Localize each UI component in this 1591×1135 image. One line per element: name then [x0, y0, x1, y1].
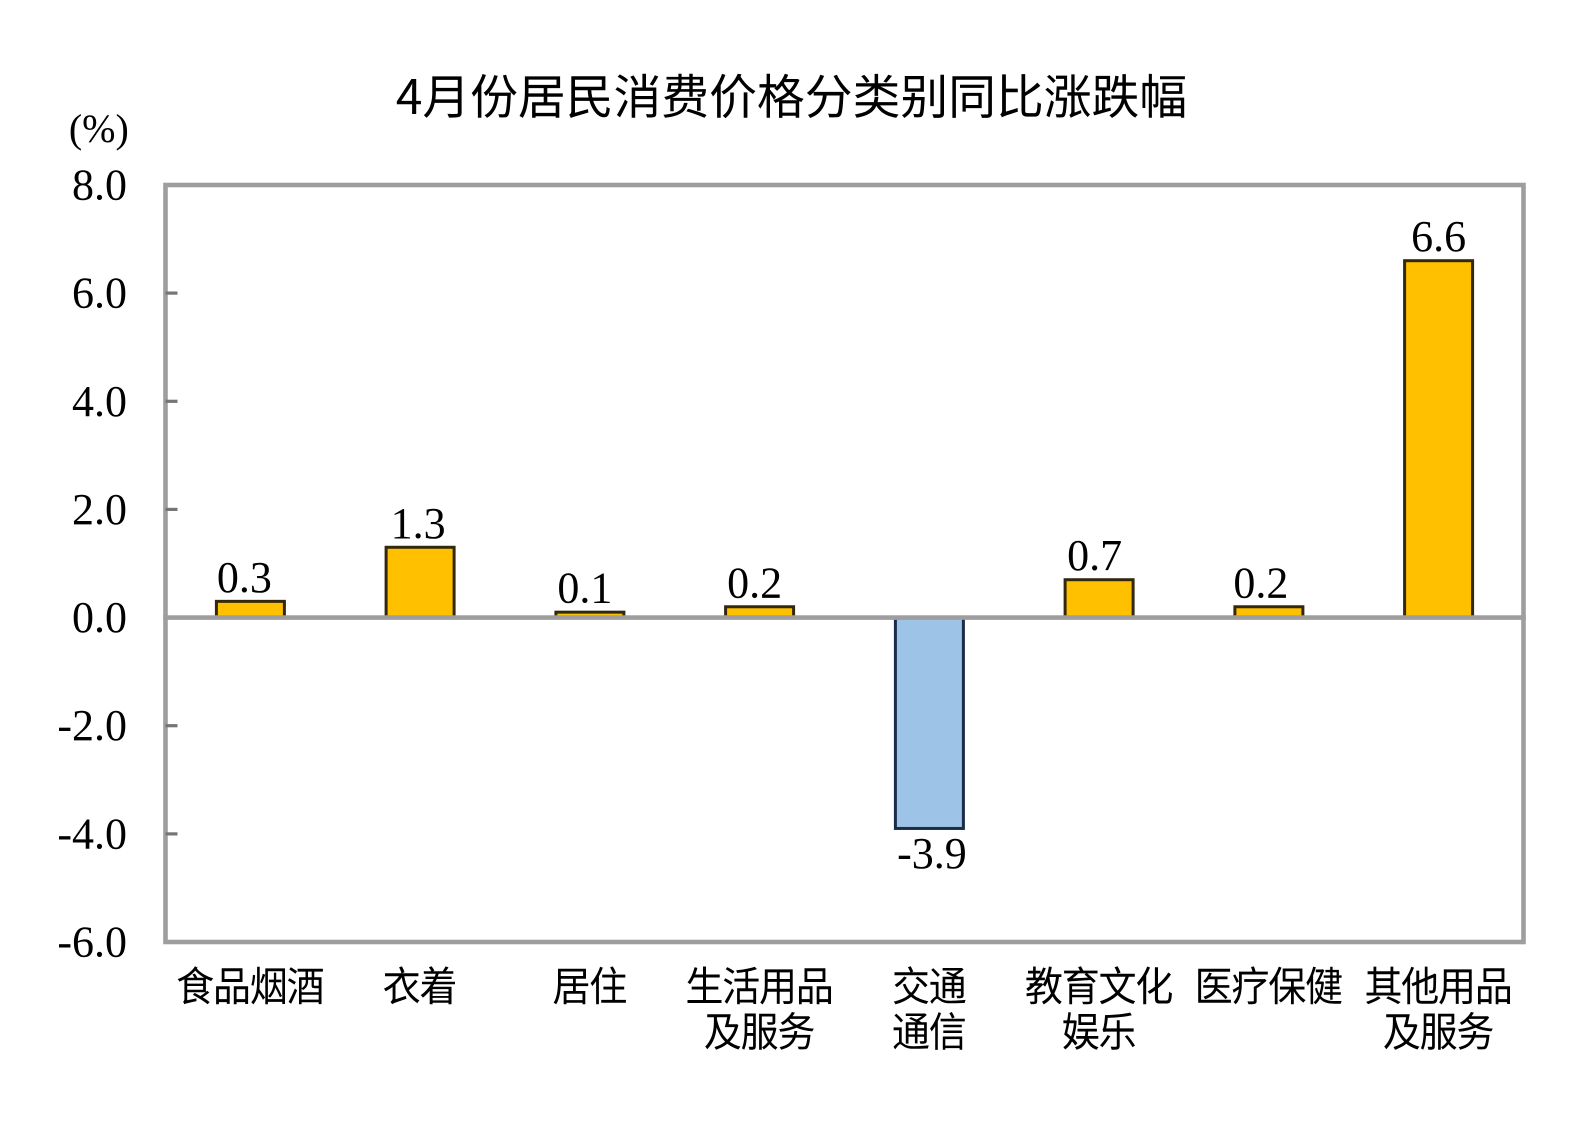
svg-text:-4.0: -4.0 — [57, 809, 127, 858]
svg-text:6.0: 6.0 — [72, 269, 127, 318]
svg-text:0.1: 0.1 — [557, 564, 612, 613]
svg-text:6.6: 6.6 — [1411, 212, 1466, 261]
svg-text:-3.9: -3.9 — [897, 829, 967, 878]
svg-text:0.7: 0.7 — [1067, 531, 1122, 580]
svg-text:-6.0: -6.0 — [57, 918, 127, 967]
svg-text:(%): (%) — [69, 106, 129, 151]
svg-text:4.0: 4.0 — [72, 377, 127, 426]
svg-text:-2.0: -2.0 — [57, 701, 127, 750]
svg-text:2.0: 2.0 — [72, 485, 127, 534]
svg-text:0.3: 0.3 — [217, 553, 272, 602]
svg-text:0.2: 0.2 — [1233, 558, 1288, 607]
svg-text:1.3: 1.3 — [391, 499, 446, 548]
svg-text:0.2: 0.2 — [727, 558, 782, 607]
svg-text:0.0: 0.0 — [72, 593, 127, 642]
svg-text:8.0: 8.0 — [72, 161, 127, 210]
